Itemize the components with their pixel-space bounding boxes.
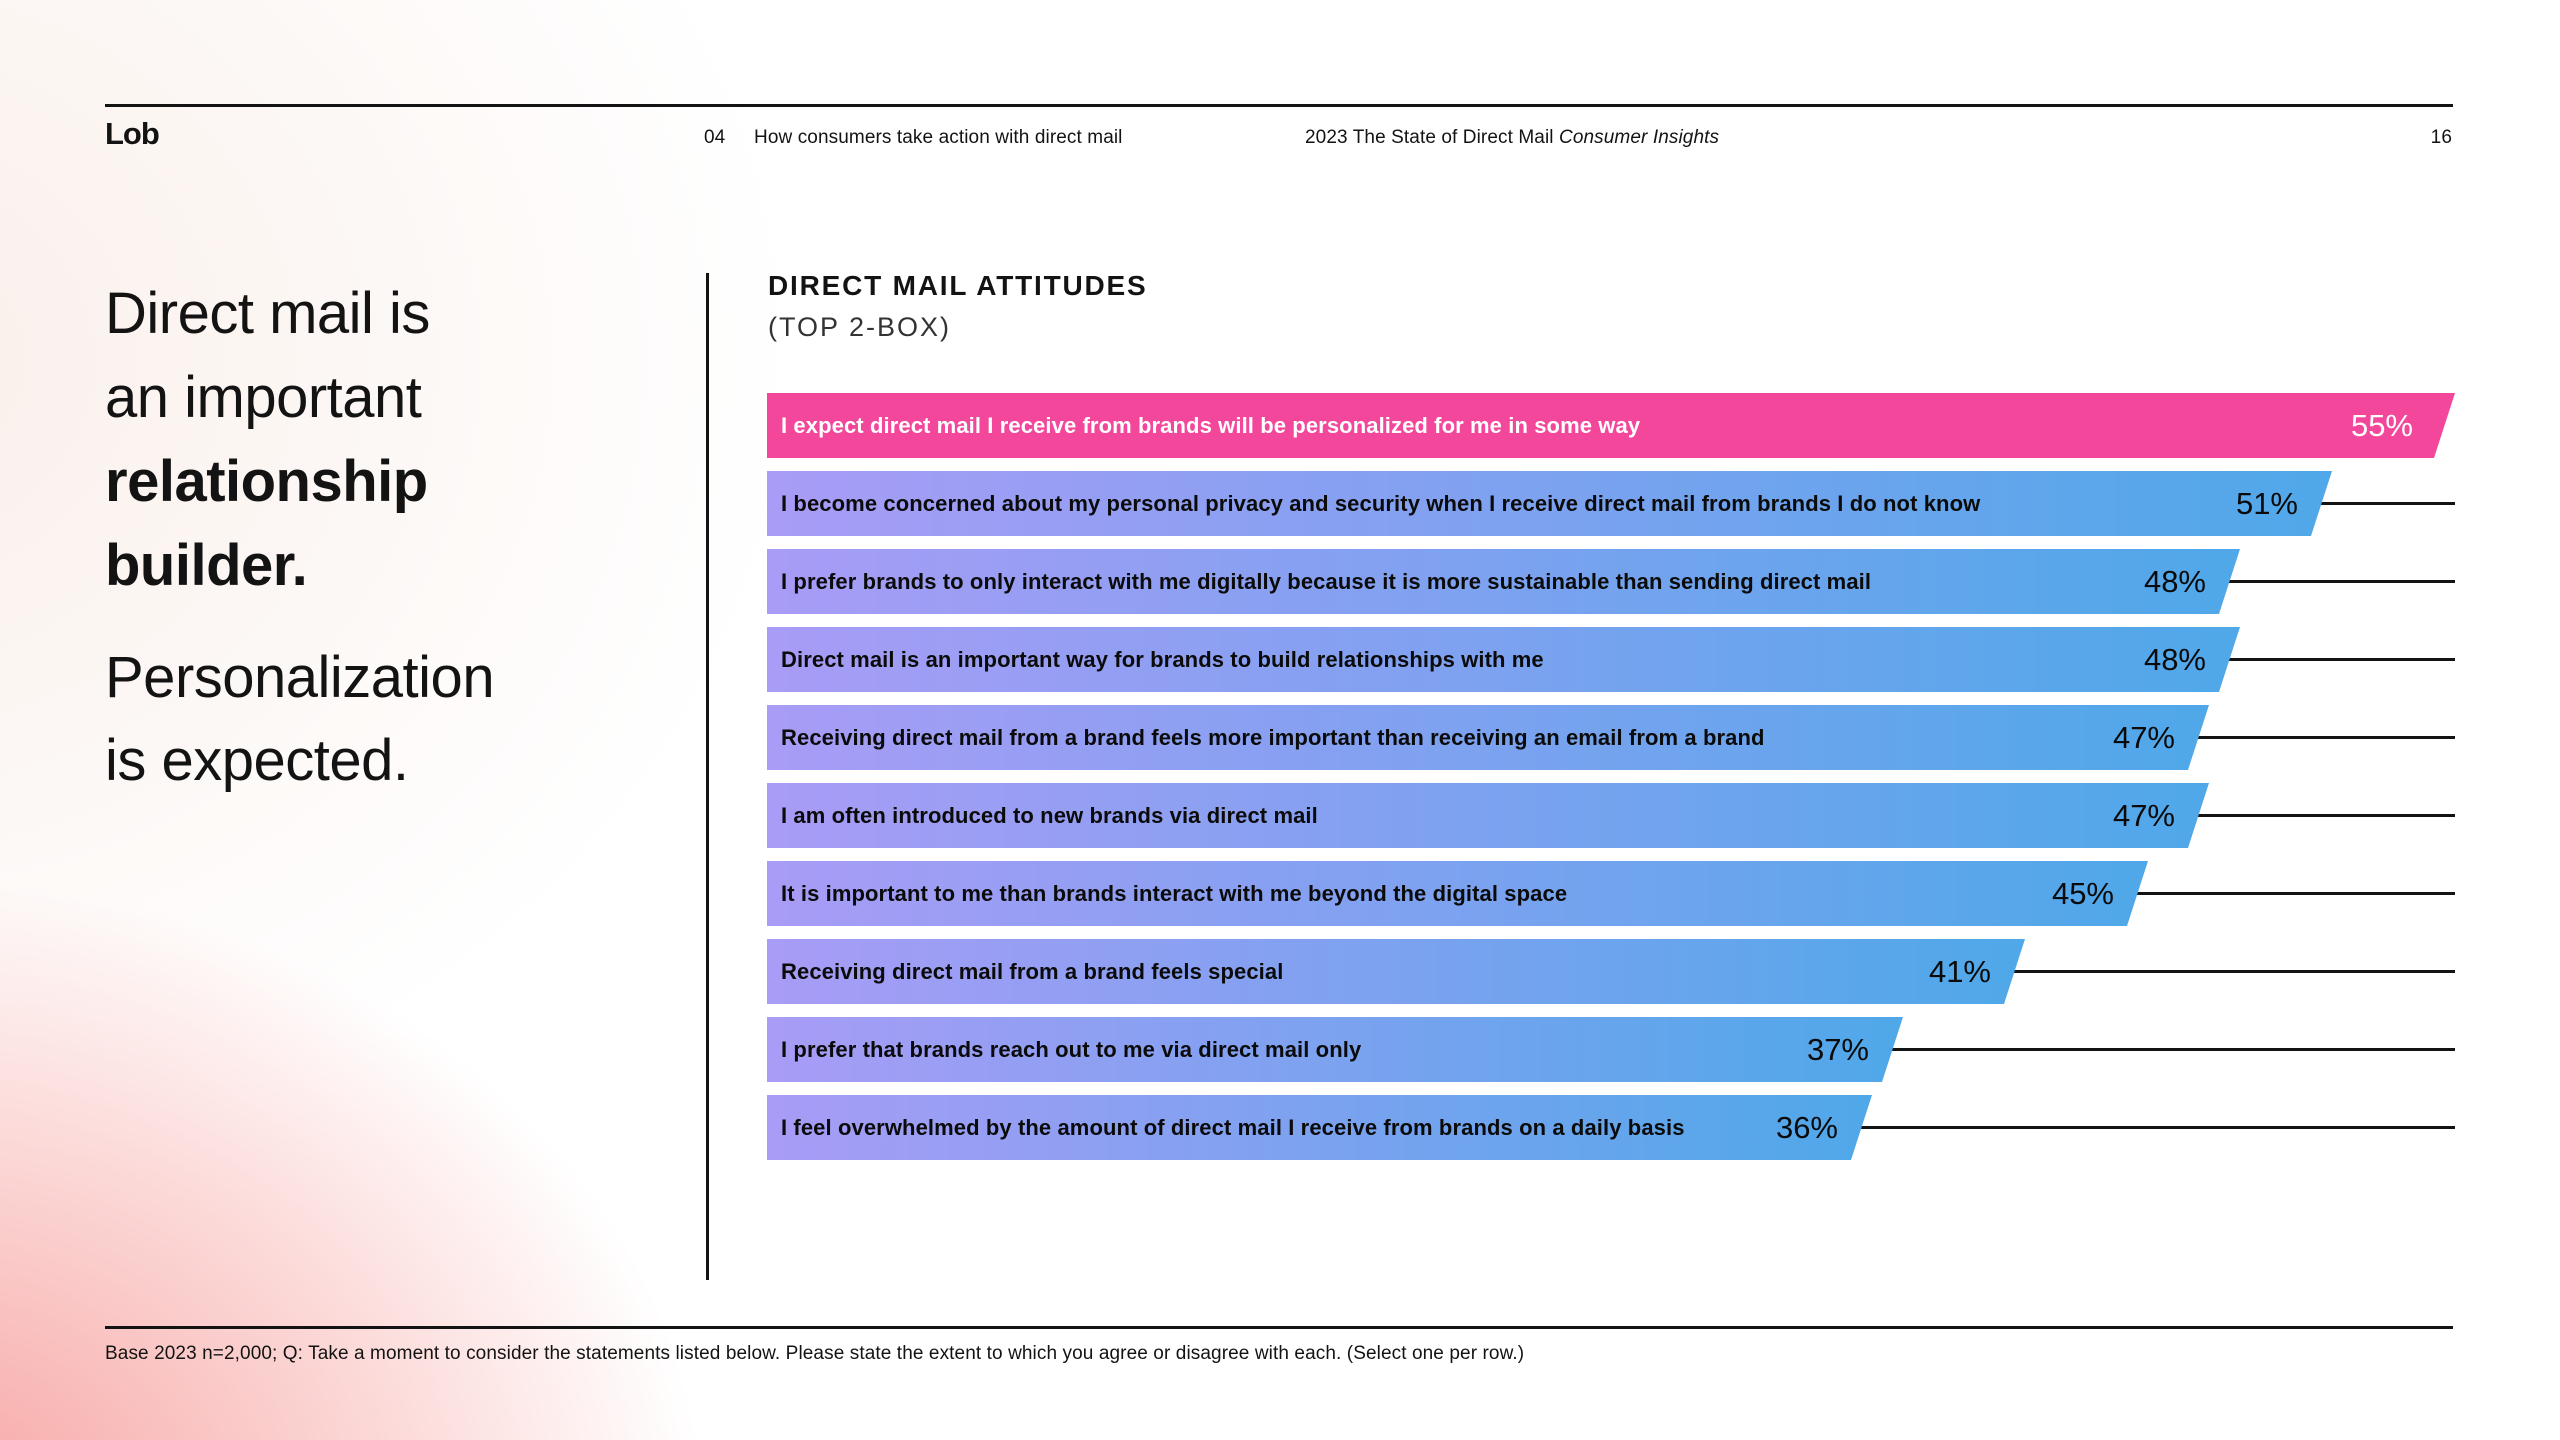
leader-line [2226,580,2455,583]
bar-value: 48% [2143,563,2206,599]
bar: I feel overwhelmed by the amount of dire… [767,1095,1872,1160]
leader-line [2226,658,2455,661]
bar-value: 36% [1775,1109,1838,1145]
bar: Receiving direct mail from a brand feels… [767,939,2025,1004]
chart-subtitle: (TOP 2-BOX) [768,312,952,342]
bar: I prefer that brands reach out to me via… [767,1017,1903,1082]
bar-label: I become concerned about my personal pri… [781,490,1981,516]
chart-title: DIRECT MAIL ATTITUDES [768,270,1148,301]
report-title-italic: Consumer Insights [1559,127,1720,148]
bar-row: Receiving direct mail from a brand feels… [767,939,2455,1004]
sub-headline: Personalization is expected. [105,636,495,802]
leader-line [2134,892,2455,895]
bar-value: 41% [1928,953,1991,989]
bar-label: I am often introduced to new brands via … [781,802,1318,828]
headline-line: an important [105,365,422,430]
bar-value: 48% [2143,641,2206,677]
leader-line [2195,736,2455,739]
headline-line-bold: relationship [105,449,428,514]
footnote: Base 2023 n=2,000; Q: Take a moment to c… [105,1343,1525,1364]
bar-row: I am often introduced to new brands via … [767,783,2455,848]
bar-label: I prefer that brands reach out to me via… [781,1036,1362,1062]
bar: It is important to me than brands intera… [767,861,2148,926]
bar: Direct mail is an important way for bran… [767,627,2240,692]
bar-label: Direct mail is an important way for bran… [781,646,1544,672]
bar-row: I prefer brands to only interact with me… [767,549,2455,614]
headline: Direct mail is an important relationship… [105,272,430,608]
page-number: 16 [2430,127,2452,148]
report-title: 2023 The State of Direct Mail Consumer I… [1305,127,1719,149]
bar-row: I become concerned about my personal pri… [767,471,2455,536]
bar: I become concerned about my personal pri… [767,471,2332,536]
bar-value: 45% [2051,875,2114,911]
header-rule [105,104,2453,107]
subhead-line: is expected. [105,728,409,793]
leader-line [2011,970,2455,973]
leader-line [2195,814,2455,817]
bar-row: I expect direct mail I receive from bran… [767,393,2455,458]
bar-chart: I expect direct mail I receive from bran… [767,393,2455,1173]
bar-label: I prefer brands to only interact with me… [781,568,1872,594]
chapter-number: 04 [704,127,726,148]
bar-label: I expect direct mail I receive from bran… [781,412,1641,438]
footer-rule [105,1326,2453,1329]
bar-value: 55% [2350,407,2413,443]
bar-row: It is important to me than brands intera… [767,861,2455,926]
subhead-line: Personalization [105,645,495,710]
bar-row: I prefer that brands reach out to me via… [767,1017,2455,1082]
bar-row: Direct mail is an important way for bran… [767,627,2455,692]
bar-value: 37% [1806,1031,1869,1067]
bar-label: I feel overwhelmed by the amount of dire… [781,1114,1685,1140]
leader-line [1858,1126,2455,1129]
bar: Receiving direct mail from a brand feels… [767,705,2209,770]
bar-label: It is important to me than brands intera… [781,880,1568,906]
bar-value: 51% [2235,485,2298,521]
leader-line [1889,1048,2455,1051]
chapter-title: How consumers take action with direct ma… [754,127,1123,148]
bar-value: 47% [2112,797,2175,833]
bar-highlighted: I expect direct mail I receive from bran… [767,393,2455,458]
leader-line [2318,502,2455,505]
bar-value: 47% [2112,719,2175,755]
vertical-divider [706,273,709,1280]
lob-logo: Lob [105,116,160,151]
report-title-regular: 2023 The State of Direct Mail [1305,127,1559,148]
bar-row: I feel overwhelmed by the amount of dire… [767,1095,2455,1160]
bar-label: Receiving direct mail from a brand feels… [781,724,1765,750]
bar: I am often introduced to new brands via … [767,783,2209,848]
bar-row: Receiving direct mail from a brand feels… [767,705,2455,770]
bar: I prefer brands to only interact with me… [767,549,2240,614]
headline-line: Direct mail is [105,281,430,346]
bar-label: Receiving direct mail from a brand feels… [781,958,1284,984]
headline-line-bold: builder. [105,533,308,598]
